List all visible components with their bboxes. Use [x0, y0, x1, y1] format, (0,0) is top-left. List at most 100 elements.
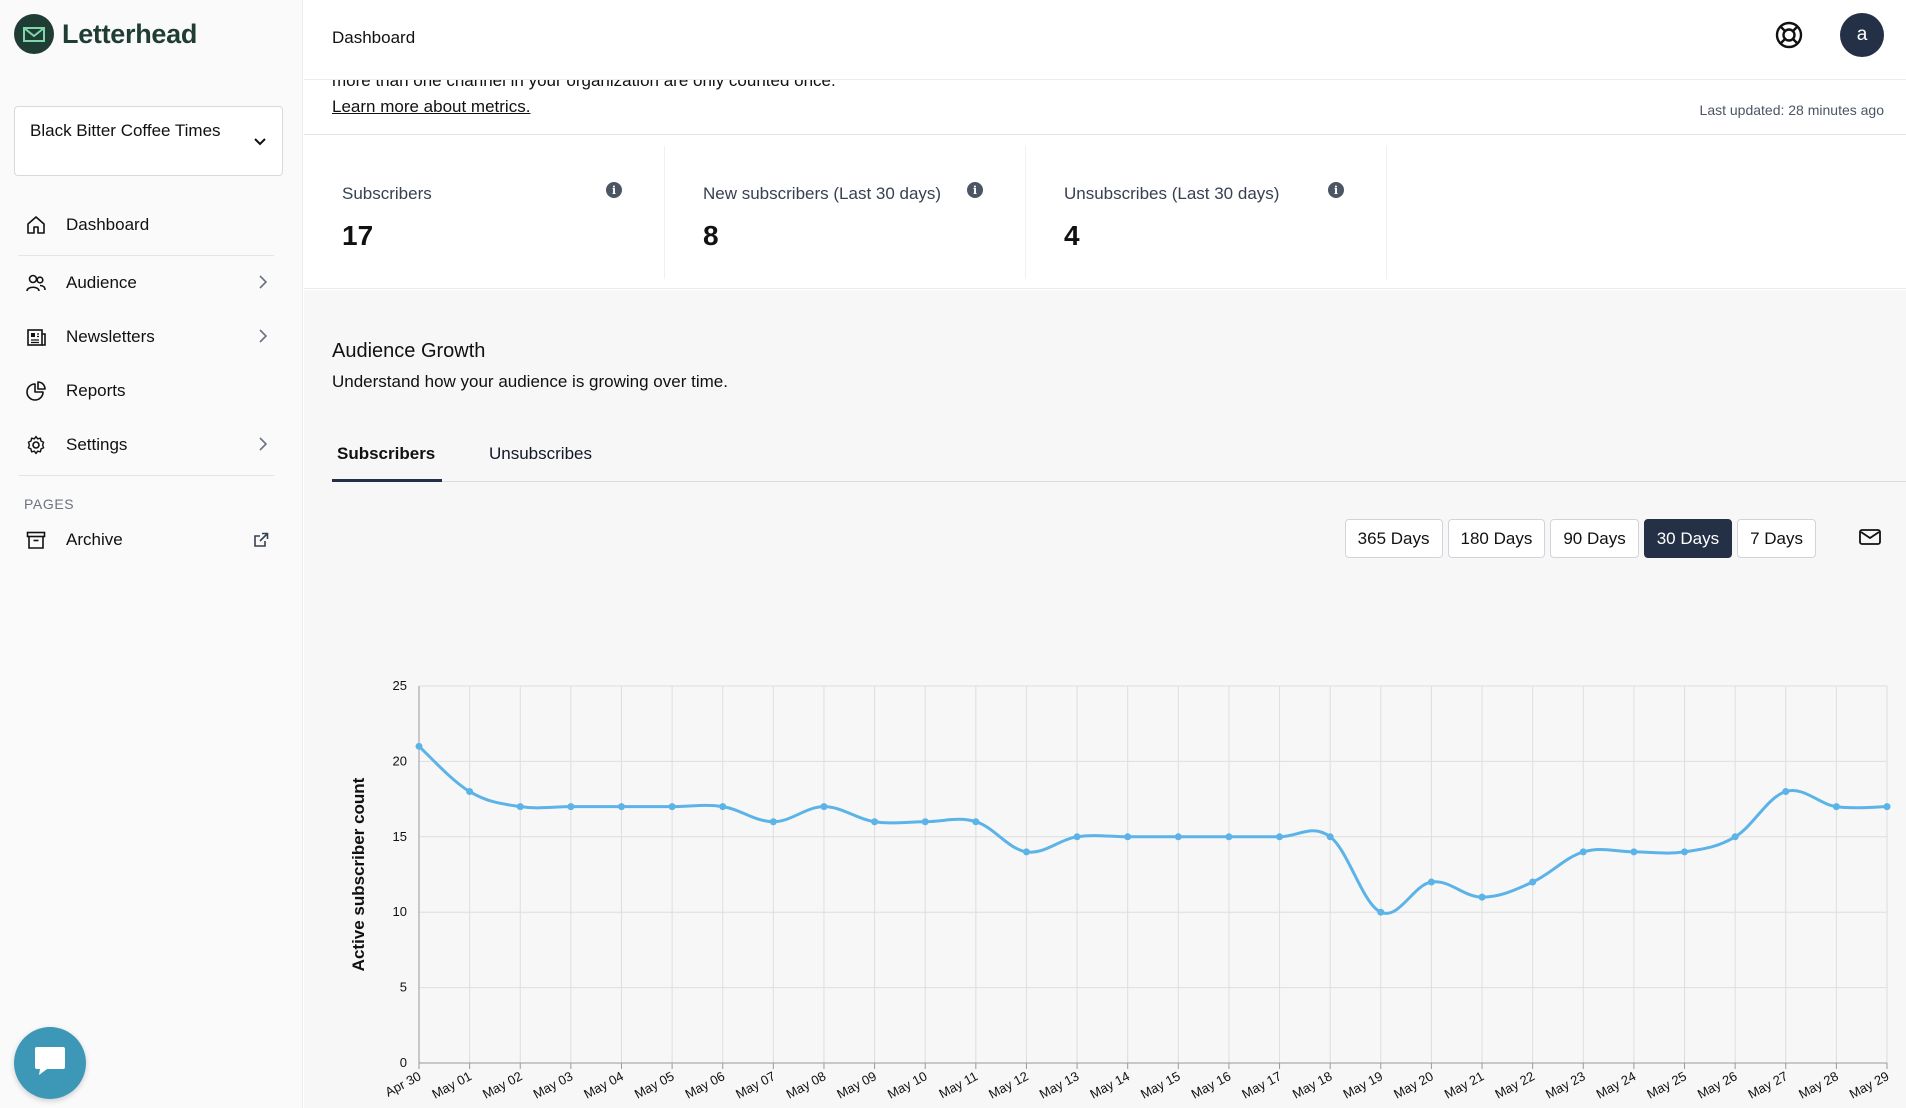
data-point: [1377, 908, 1385, 916]
data-point: [921, 818, 929, 826]
tab-unsubscribes[interactable]: Unsubscribes: [489, 444, 592, 463]
chevron-right-icon: [256, 327, 270, 350]
chevron-down-icon: [252, 133, 268, 154]
data-point: [567, 803, 575, 811]
sidebar-item-label: Dashboard: [66, 215, 150, 234]
x-tick-label: May 19: [1341, 1068, 1386, 1101]
sidebar-item-settings[interactable]: Settings: [14, 418, 278, 472]
data-point: [972, 818, 980, 826]
x-tick-label: May 10: [885, 1068, 930, 1101]
data-point: [1276, 833, 1284, 841]
organization-name: Black Bitter Coffee Times: [30, 121, 221, 140]
x-tick-label: May 01: [429, 1068, 474, 1101]
stats-row: Subscribers i 17 New subscribers (Last 3…: [304, 136, 1906, 289]
y-tick-label: 20: [393, 753, 407, 768]
stat-card-new-subscribers: New subscribers (Last 30 days) i 8: [665, 146, 1026, 279]
users-icon: [24, 271, 48, 295]
organization-select[interactable]: Black Bitter Coffee Times: [14, 106, 283, 176]
plot-area: [419, 686, 1887, 1063]
tab-subscribers[interactable]: Subscribers: [337, 444, 436, 463]
stat-card-subscribers: Subscribers i 17: [304, 146, 665, 279]
metrics-note-text: more than one channel in your organizati…: [332, 80, 836, 90]
range-7-days-button[interactable]: 7 Days: [1737, 519, 1816, 558]
data-point: [1579, 848, 1587, 856]
user-avatar[interactable]: a: [1840, 13, 1884, 57]
pie-chart-icon: [24, 379, 48, 403]
email-report-button[interactable]: [1854, 523, 1886, 555]
mail-icon: [1858, 527, 1882, 552]
stat-value: 8: [703, 220, 719, 251]
letterhead-logo-icon: [14, 14, 54, 54]
section-title: Audience Growth: [332, 340, 486, 362]
y-tick-label: 10: [393, 904, 407, 919]
data-point: [1681, 848, 1689, 856]
data-point: [1731, 833, 1739, 841]
x-tick-label: May 22: [1492, 1068, 1537, 1101]
x-tick-label: May 29: [1847, 1068, 1892, 1101]
x-tick-label: May 23: [1543, 1068, 1588, 1101]
logo[interactable]: Letterhead: [14, 14, 197, 54]
y-tick-label: 0: [400, 1055, 407, 1070]
info-icon[interactable]: i: [606, 182, 622, 198]
divider: [18, 475, 274, 476]
sidebar-item-newsletters[interactable]: Newsletters: [14, 310, 278, 364]
learn-more-link[interactable]: Learn more about metrics.: [332, 97, 531, 116]
data-point: [1529, 878, 1537, 886]
x-tick-label: May 03: [531, 1068, 576, 1101]
help-button[interactable]: [1772, 18, 1806, 56]
range-180-days-button[interactable]: 180 Days: [1447, 519, 1546, 558]
x-tick-label: Apr 30: [383, 1068, 424, 1099]
stat-value: 17: [342, 220, 374, 251]
last-updated: Last updated: 28 minutes ago: [1699, 102, 1884, 118]
sidebar-item-reports[interactable]: Reports: [14, 364, 278, 418]
data-point: [1630, 848, 1638, 856]
home-icon: [24, 213, 48, 237]
x-tick-label: May 12: [986, 1068, 1031, 1101]
x-tick-label: May 17: [1239, 1068, 1284, 1101]
audience-growth-section: Audience Growth Understand how your audi…: [304, 290, 1906, 1108]
chevron-right-icon: [256, 435, 270, 458]
data-point: [820, 803, 828, 811]
stat-value: 4: [1064, 220, 1080, 251]
data-point: [1326, 833, 1334, 841]
y-tick-label: 15: [393, 829, 407, 844]
chevron-right-icon: [256, 273, 270, 296]
info-icon[interactable]: i: [1328, 182, 1344, 198]
sidebar-item-audience[interactable]: Audience: [14, 256, 278, 310]
sidebar-item-label: Newsletters: [66, 327, 155, 346]
range-30-days-button[interactable]: 30 Days: [1643, 519, 1733, 558]
metrics-note: more than one channel in your organizati…: [304, 80, 1906, 135]
sidebar-item-label: Settings: [66, 435, 128, 454]
range-365-days-button[interactable]: 365 Days: [1344, 519, 1443, 558]
external-link-icon: [252, 531, 270, 554]
y-tick-label: 25: [393, 678, 407, 693]
x-tick-label: May 18: [1290, 1068, 1335, 1101]
x-tick-label: May 06: [682, 1068, 727, 1101]
data-point: [719, 803, 727, 811]
x-tick-label: May 24: [1594, 1068, 1639, 1101]
chat-icon: [31, 1043, 69, 1084]
app-name: Letterhead: [62, 18, 198, 49]
sidebar-item-label: Archive: [66, 530, 123, 549]
growth-tabs: Subscribers Unsubscribes: [332, 422, 1906, 482]
sidebar-item-archive[interactable]: Archive: [14, 518, 278, 562]
sidebar-item-label: Reports: [66, 381, 126, 400]
x-tick-label: May 16: [1189, 1068, 1234, 1101]
chat-launcher-button[interactable]: [14, 1027, 86, 1099]
x-tick-label: May 02: [480, 1068, 525, 1101]
active-tab-indicator: [332, 479, 442, 482]
data-point: [415, 742, 423, 750]
breadcrumb: Dashboard: [332, 28, 416, 47]
x-tick-label: May 11: [936, 1068, 980, 1101]
data-point: [617, 803, 625, 811]
x-tick-label: May 15: [1138, 1068, 1183, 1101]
range-90-days-button[interactable]: 90 Days: [1550, 519, 1639, 558]
stat-card-unsubscribes: Unsubscribes (Last 30 days) i 4: [1026, 146, 1387, 279]
data-point: [1124, 833, 1132, 841]
data-point: [769, 818, 777, 826]
sidebar-item-dashboard[interactable]: Dashboard: [14, 198, 278, 252]
data-point: [516, 803, 524, 811]
info-icon[interactable]: i: [967, 182, 983, 198]
data-point: [871, 818, 879, 826]
x-tick-label: May 27: [1745, 1068, 1790, 1101]
